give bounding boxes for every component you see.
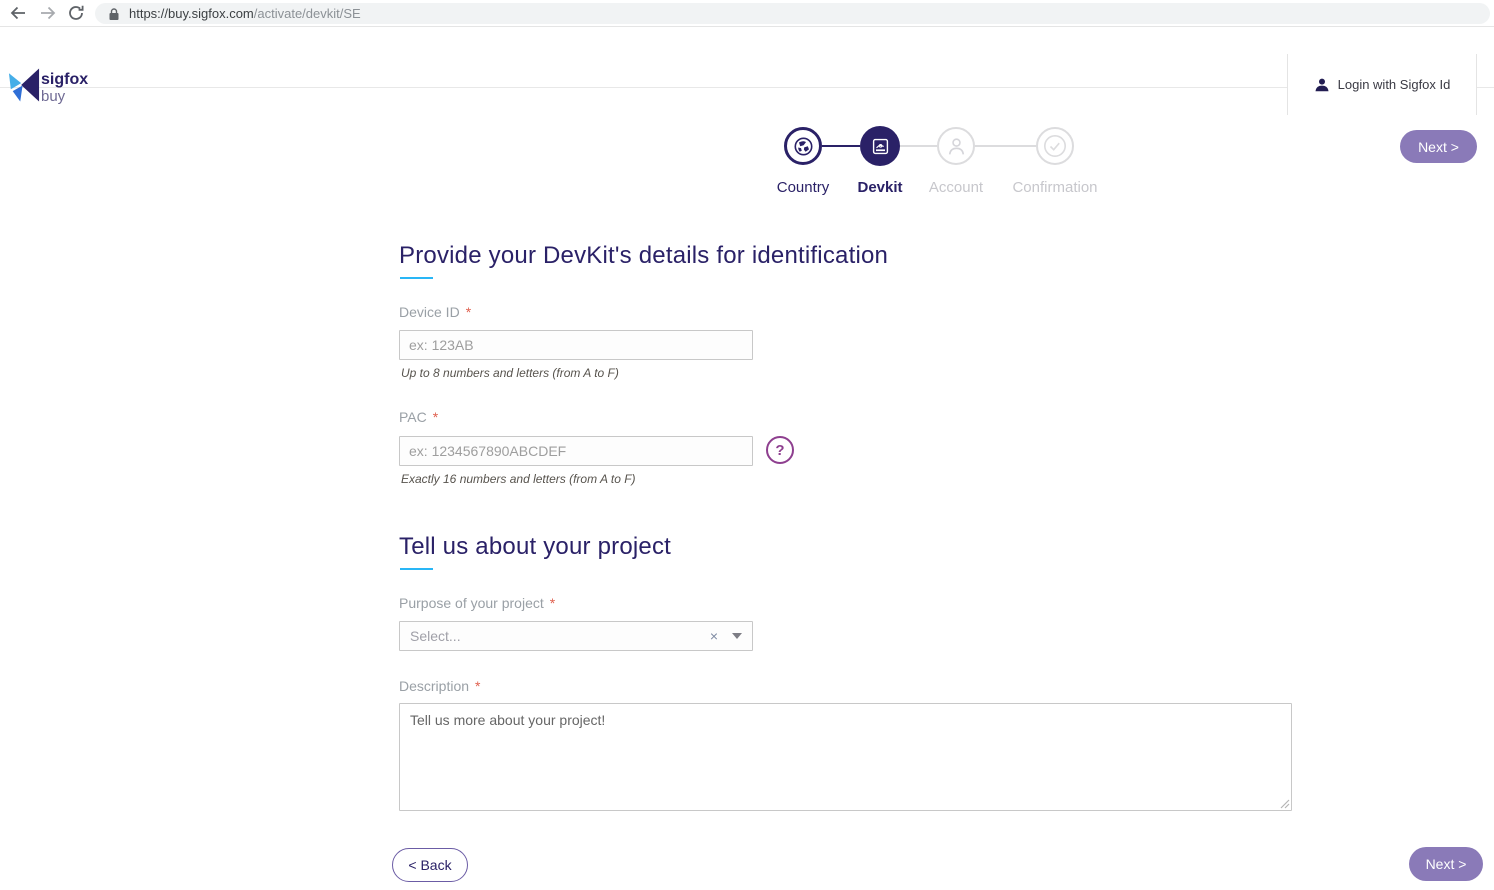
- pac-label: PAC *: [399, 409, 439, 425]
- description-textarea[interactable]: [399, 703, 1292, 811]
- device-id-label: Device ID *: [399, 304, 472, 320]
- login-button[interactable]: Login with Sigfox Id: [1287, 54, 1477, 115]
- brand-product: buy: [41, 87, 66, 105]
- required-asterisk: *: [549, 595, 556, 611]
- back-button[interactable]: < Back: [392, 848, 468, 882]
- project-section-title: Tell us about your project: [399, 533, 672, 560]
- devkit-chip-icon: [872, 138, 888, 154]
- step-confirmation-circle[interactable]: [1036, 127, 1074, 165]
- next-button-bottom[interactable]: Next >: [1409, 847, 1483, 881]
- brand-name: sigfox: [41, 71, 89, 88]
- step-label-account: Account: [928, 179, 984, 196]
- chevron-down-icon[interactable]: [732, 633, 742, 639]
- required-asterisk: *: [465, 304, 472, 320]
- login-label: Login with Sigfox Id: [1337, 77, 1451, 92]
- device-id-helper: Up to 8 numbers and letters (from A to F…: [401, 366, 619, 380]
- purpose-label: Purpose of your project *: [399, 595, 556, 611]
- step-devkit-circle[interactable]: [860, 126, 900, 166]
- required-asterisk: *: [475, 678, 481, 694]
- check-circle-icon: [1044, 135, 1066, 157]
- step-label-country: Country: [776, 179, 830, 196]
- description-label: Description *: [399, 678, 481, 694]
- person-icon: [948, 137, 964, 155]
- back-icon[interactable]: [8, 3, 28, 23]
- page-url: https://buy.sigfox.com/activate/devkit/S…: [129, 6, 361, 21]
- step-label-confirmation: Confirmation: [1012, 179, 1098, 196]
- stepper-connector: [975, 145, 1036, 147]
- stepper-connector-done: [822, 145, 860, 147]
- required-asterisk: *: [432, 409, 439, 425]
- user-icon: [1315, 78, 1329, 91]
- forward-icon[interactable]: [38, 3, 58, 23]
- globe-icon: [794, 137, 812, 155]
- device-id-input[interactable]: [399, 330, 753, 360]
- step-account-circle[interactable]: [937, 127, 975, 165]
- pac-helper: Exactly 16 numbers and letters (from A t…: [401, 472, 636, 486]
- brand-wordmark: sigfox buy: [41, 71, 88, 105]
- sigfox-logo: [8, 68, 40, 102]
- clear-icon[interactable]: ×: [709, 628, 718, 644]
- pac-input[interactable]: [399, 436, 753, 466]
- title-underline: [400, 568, 433, 570]
- pac-help-icon[interactable]: ?: [766, 436, 794, 464]
- step-label-devkit: Devkit: [857, 179, 903, 196]
- purpose-select-value: Select...: [410, 628, 461, 644]
- title-underline: [400, 277, 433, 279]
- reload-icon[interactable]: [66, 3, 86, 23]
- devkit-section-title: Provide your DevKit's details for identi…: [399, 242, 889, 269]
- site-header: sigfox buy Login with Sigfox Id: [0, 27, 1494, 115]
- lock-icon: [109, 7, 119, 20]
- purpose-select[interactable]: Select... ×: [399, 621, 753, 651]
- stepper-connector: [900, 145, 937, 147]
- address-bar[interactable]: https://buy.sigfox.com/activate/devkit/S…: [95, 3, 1490, 24]
- step-country-circle[interactable]: [784, 127, 822, 165]
- browser-toolbar: https://buy.sigfox.com/activate/devkit/S…: [0, 0, 1494, 27]
- next-button-top[interactable]: Next >: [1400, 130, 1477, 163]
